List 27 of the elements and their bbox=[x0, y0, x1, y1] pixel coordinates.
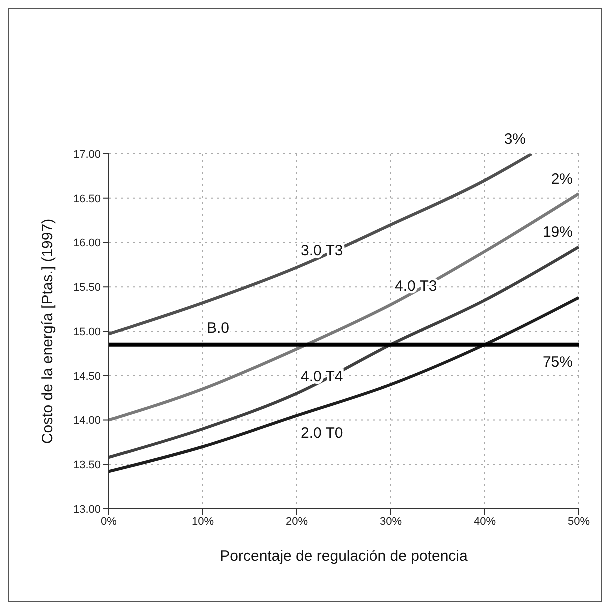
annotation: 19% bbox=[542, 224, 573, 242]
y-tick-label: 16.50 bbox=[73, 193, 101, 206]
x-tick-label: 30% bbox=[380, 516, 402, 528]
line-series bbox=[109, 246, 579, 460]
y-axis-title: Costo de la energía [Ptas.] (1997) bbox=[39, 218, 56, 444]
annotation: 2% bbox=[551, 170, 573, 188]
x-tick-label: 50% bbox=[568, 516, 590, 528]
x-tick-label: 20% bbox=[286, 516, 308, 528]
y-tick-label: 14.50 bbox=[73, 370, 101, 383]
y-tick-label: 15.00 bbox=[73, 326, 101, 338]
series-label: B.0 bbox=[207, 320, 230, 337]
y-tick-label: 13.00 bbox=[73, 504, 101, 516]
x-tick-label: 10% bbox=[192, 516, 214, 528]
series-label: 2.0 T0 bbox=[301, 424, 344, 442]
y-tick-label: 15.50 bbox=[73, 282, 101, 294]
line-series bbox=[109, 192, 579, 422]
x-tick-label: 0% bbox=[101, 516, 118, 528]
text: 3% bbox=[504, 131, 526, 148]
y-tick-label: 14.00 bbox=[73, 415, 101, 428]
x-tick-label: 40% bbox=[474, 516, 496, 528]
y-tick-label: 13.50 bbox=[73, 460, 101, 472]
y-tick-label: 16.00 bbox=[73, 238, 101, 250]
line-series bbox=[109, 154, 534, 336]
line-series bbox=[109, 296, 579, 474]
x-axis-title: Porcentaje de regulación de potencia bbox=[220, 548, 468, 565]
annotation: 75% bbox=[542, 354, 573, 371]
y-tick-label: 17.00 bbox=[73, 148, 101, 161]
